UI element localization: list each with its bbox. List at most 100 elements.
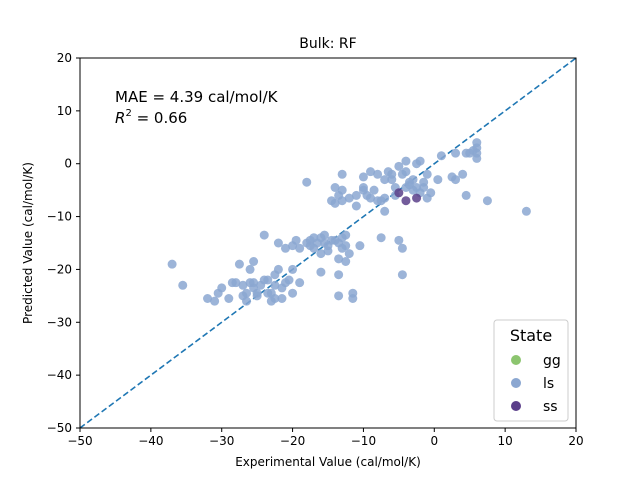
y-tick-label: −40 bbox=[47, 368, 72, 382]
data-point-ls bbox=[330, 183, 340, 192]
data-point-ls bbox=[344, 193, 354, 203]
x-tick-label: −40 bbox=[138, 434, 163, 448]
data-point-ls bbox=[394, 235, 404, 245]
data-point-ls bbox=[397, 243, 407, 253]
legend-title: State bbox=[510, 326, 552, 345]
data-point-ls bbox=[270, 294, 280, 303]
data-point-ls bbox=[319, 230, 329, 240]
data-point-ls bbox=[472, 153, 482, 163]
data-point-ls bbox=[433, 175, 443, 185]
y-tick-label: −30 bbox=[47, 315, 72, 329]
data-point-ls bbox=[231, 278, 241, 288]
r2-superscript: 2 bbox=[125, 108, 131, 119]
data-point-ls bbox=[270, 280, 280, 290]
data-point-ls bbox=[358, 183, 368, 192]
data-point-ls bbox=[210, 296, 220, 306]
data-point-ls bbox=[334, 254, 344, 264]
y-axis: −50 −40 −30 −20 −10 0 10 20 bbox=[47, 51, 80, 435]
data-point-ls bbox=[472, 138, 482, 148]
data-point-ls bbox=[394, 161, 404, 171]
data-point-ls bbox=[415, 156, 425, 166]
data-point-ls bbox=[380, 175, 390, 185]
data-point-ls bbox=[451, 175, 461, 185]
data-point-ls bbox=[252, 288, 262, 298]
legend: State gg ls ss bbox=[493, 319, 569, 422]
legend-marker-ls bbox=[511, 378, 521, 388]
data-point-ls bbox=[167, 259, 177, 269]
x-tick-label: 10 bbox=[498, 434, 513, 448]
data-point-ls bbox=[259, 230, 269, 240]
data-point-ls bbox=[366, 167, 376, 177]
data-point-ss bbox=[412, 193, 422, 203]
y-tick-label: −20 bbox=[47, 262, 72, 276]
data-point-ls bbox=[341, 257, 351, 266]
data-point-ls bbox=[380, 206, 390, 216]
data-point-ls bbox=[273, 264, 283, 274]
data-point-ls bbox=[355, 241, 365, 251]
data-point-ls bbox=[234, 259, 244, 269]
data-point-ls bbox=[408, 175, 418, 185]
x-axis-label: Experimental Value (cal/mol/K) bbox=[235, 455, 421, 469]
x-tick-label: 20 bbox=[568, 434, 583, 448]
data-point-ls bbox=[397, 270, 407, 280]
data-point-ls bbox=[238, 280, 248, 290]
points-layer bbox=[167, 138, 531, 306]
data-point-ls bbox=[316, 267, 326, 277]
r2-annotation: R2 = 0.66 bbox=[115, 108, 187, 127]
legend-label-ls: ls bbox=[543, 376, 554, 392]
legend-label-gg: gg bbox=[543, 353, 561, 369]
mae-annotation: MAE = 4.39 cal/mol/K bbox=[115, 88, 279, 106]
data-point-ls bbox=[341, 230, 351, 240]
data-point-ls bbox=[341, 241, 351, 251]
x-tick-label: −10 bbox=[351, 434, 376, 448]
data-point-ls bbox=[217, 283, 227, 293]
data-point-ls bbox=[284, 275, 294, 285]
data-point-ls bbox=[263, 275, 273, 285]
data-point-ls bbox=[373, 169, 383, 179]
data-point-ls bbox=[316, 249, 326, 259]
data-point-ls bbox=[249, 257, 259, 266]
data-point-ls bbox=[242, 296, 252, 306]
data-point-ls bbox=[224, 294, 234, 303]
data-point-ls bbox=[203, 294, 213, 303]
x-tick-label: 0 bbox=[430, 434, 438, 448]
data-point-ls bbox=[295, 278, 305, 288]
data-point-ls bbox=[330, 198, 340, 208]
data-point-ls bbox=[295, 243, 305, 253]
data-point-ls bbox=[380, 193, 390, 203]
data-point-ls bbox=[288, 264, 298, 274]
data-point-ls bbox=[273, 238, 283, 248]
data-point-ls bbox=[337, 196, 347, 206]
data-point-ls bbox=[344, 249, 354, 259]
data-point-ls bbox=[461, 190, 471, 200]
legend-box bbox=[493, 319, 569, 422]
r2-symbol: R bbox=[115, 109, 125, 127]
data-point-ls bbox=[401, 156, 411, 166]
x-axis: −50 −40 −30 −20 −10 0 10 20 bbox=[67, 428, 584, 448]
data-point-ls bbox=[358, 172, 368, 182]
y-axis-label: Predicted Value (cal/mol/K) bbox=[21, 162, 35, 324]
data-point-ls bbox=[351, 201, 361, 211]
y-tick-label: 10 bbox=[57, 104, 72, 118]
data-point-ls bbox=[348, 288, 358, 298]
x-tick-label: −50 bbox=[67, 434, 92, 448]
legend-label-ss: ss bbox=[543, 399, 558, 415]
data-point-ls bbox=[178, 280, 188, 290]
data-point-ls bbox=[436, 151, 446, 161]
data-point-ls bbox=[337, 185, 347, 195]
data-point-ls bbox=[337, 169, 347, 179]
data-point-ls bbox=[245, 264, 255, 274]
data-point-ls bbox=[369, 185, 379, 195]
data-point-ls bbox=[419, 177, 429, 187]
plot-area-frame bbox=[79, 57, 577, 429]
legend-marker-gg bbox=[511, 355, 521, 365]
y-tick-label: 0 bbox=[64, 157, 72, 171]
data-point-ls bbox=[334, 291, 344, 301]
data-point-ls bbox=[366, 193, 376, 203]
data-point-ls bbox=[521, 206, 531, 216]
data-point-ls bbox=[401, 167, 411, 177]
data-point-ls bbox=[280, 243, 290, 253]
x-tick-label: −30 bbox=[209, 434, 234, 448]
y-tick-label: −10 bbox=[47, 210, 72, 224]
chart-title: Bulk: RF bbox=[299, 36, 356, 52]
